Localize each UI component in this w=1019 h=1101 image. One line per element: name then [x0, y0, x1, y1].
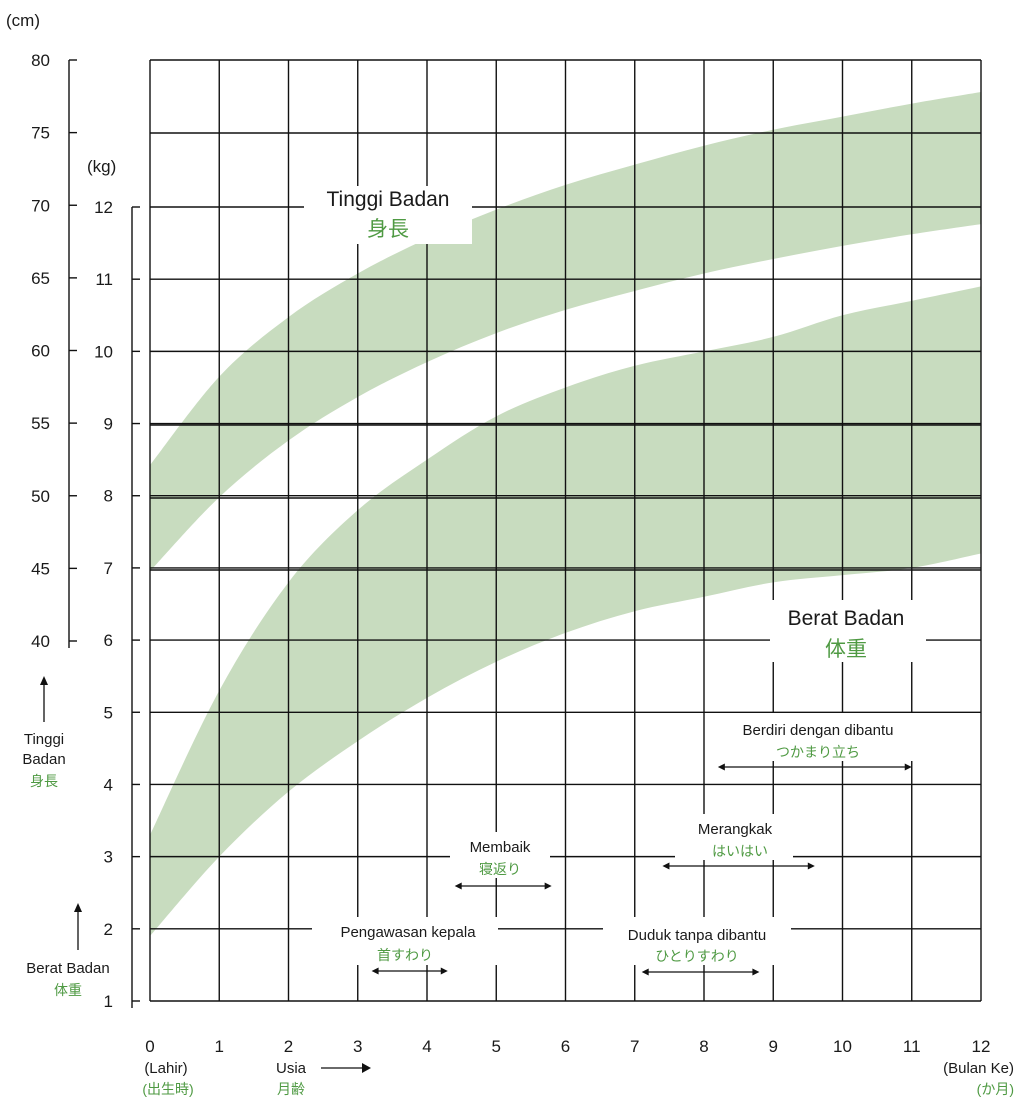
milestone-arrow-head-left: [641, 968, 649, 976]
kg-tick-label: 5: [104, 703, 113, 722]
cm-tick-label: 45: [31, 559, 50, 578]
x-tick-label: 4: [422, 1037, 431, 1056]
cm-tick-label: 80: [31, 51, 50, 70]
milestone-arrow-head-left: [371, 967, 379, 975]
milestone-standing-bg: [712, 713, 924, 761]
milestones: Pengawasan kepala 首すわり Membaik 寝返り Duduk…: [312, 713, 924, 976]
milestone-roll-over: Membaik: [470, 839, 531, 856]
height-band-label: Tinggi Badan: [327, 188, 450, 211]
milestone-standing: Berdiri dengan dibantu: [743, 722, 894, 739]
x-tick-label: 1: [215, 1037, 224, 1056]
unit-cm-label: (cm): [6, 11, 40, 30]
x-tick-label: 10: [833, 1037, 852, 1056]
age-label: Usia: [276, 1060, 307, 1077]
kg-tick-label: 8: [104, 487, 113, 506]
x-tick-label: 12: [972, 1037, 991, 1056]
x-tick-label: 2: [284, 1037, 293, 1056]
kg-tick-label: 7: [104, 559, 113, 578]
cm-tick-label: 55: [31, 414, 50, 433]
age-arrow-head: [362, 1063, 371, 1073]
cm-tick-label: 60: [31, 342, 50, 361]
cm-tick-label: 50: [31, 487, 50, 506]
weight-label-bg: [770, 600, 926, 662]
milestone-head-control-bg: [312, 917, 498, 965]
month-label-jp: (か月): [977, 1081, 1014, 1097]
milestone-head-control-jp: 首すわり: [377, 947, 433, 963]
x-tick-label: 9: [769, 1037, 778, 1056]
height-axis-arrow-head: [40, 676, 48, 685]
age-label-jp: 月齢: [277, 1081, 305, 1097]
x-tick-label: 0: [145, 1037, 154, 1056]
x-tick-label: 8: [699, 1037, 708, 1056]
milestone-sitting-bg: [603, 917, 791, 965]
milestone-arrow-head-right: [807, 862, 815, 870]
birth-label: (Lahir): [144, 1060, 187, 1077]
milestone-roll-over-bg: [450, 832, 550, 878]
cm-tick-label: 75: [31, 124, 50, 143]
height-axis-title-line1: Tinggi: [24, 731, 64, 748]
height-axis-title-line2: Badan: [22, 751, 65, 768]
milestone-standing-jp: つかまり立ち: [776, 744, 860, 760]
milestone-arrow-head-right: [752, 968, 760, 976]
kg-tick-label: 9: [104, 415, 113, 434]
x-tick-label: 3: [353, 1037, 362, 1056]
milestone-arrow-head-left: [454, 882, 462, 890]
kg-tick-label: 1: [104, 992, 113, 1011]
x-tick-label: 11: [903, 1037, 921, 1056]
unit-kg-label: (kg): [87, 157, 116, 176]
weight-band-label-jp: 体重: [825, 638, 867, 661]
milestone-arrow-head-left: [717, 763, 725, 771]
x-tick-label: 5: [492, 1037, 501, 1056]
milestone-arrow-head-right: [440, 967, 448, 975]
cm-tick-label: 65: [31, 269, 50, 288]
weight-band-label: Berat Badan: [788, 607, 905, 630]
height-label-bg: [304, 186, 472, 244]
cm-tick-label: 40: [31, 632, 50, 651]
birth-label-jp: (出生時): [142, 1081, 193, 1097]
milestone-head-control: Pengawasan kepala: [340, 924, 476, 941]
milestone-crawling-bg: [675, 814, 793, 860]
kg-tick-label: 11: [95, 270, 113, 289]
kg-tick-label: 12: [94, 198, 113, 217]
kg-tick-label: 2: [104, 920, 113, 939]
weight-axis-title-jp: 体重: [54, 982, 82, 998]
milestone-roll-over-jp: 寝返り: [479, 861, 521, 877]
cm-tick-label: 70: [31, 196, 50, 215]
kg-tick-label: 3: [104, 848, 113, 867]
height-axis-title-jp: 身長: [30, 773, 58, 789]
milestone-arrows: [371, 763, 912, 976]
milestone-sitting-jp: ひとりすわり: [655, 948, 739, 964]
milestone-crawling: Merangkak: [698, 821, 773, 838]
milestone-sitting: Duduk tanpa dibantu: [628, 927, 766, 944]
x-tick-label: 7: [630, 1037, 639, 1056]
month-label: (Bulan Ke): [943, 1060, 1014, 1077]
weight-axis-title: Berat Badan: [26, 960, 109, 977]
kg-tick-label: 6: [104, 631, 113, 650]
x-tick-label: 6: [561, 1037, 570, 1056]
kg-tick-label: 4: [104, 775, 113, 794]
milestone-arrow-head-right: [904, 763, 912, 771]
milestone-arrow-head-left: [662, 862, 670, 870]
weight-axis-arrow-head: [74, 903, 82, 912]
milestone-crawling-jp: はいはい: [712, 843, 768, 859]
height-band-label-jp: 身長: [367, 218, 409, 241]
kg-tick-label: 10: [94, 342, 113, 361]
milestone-arrow-head-right: [544, 882, 552, 890]
